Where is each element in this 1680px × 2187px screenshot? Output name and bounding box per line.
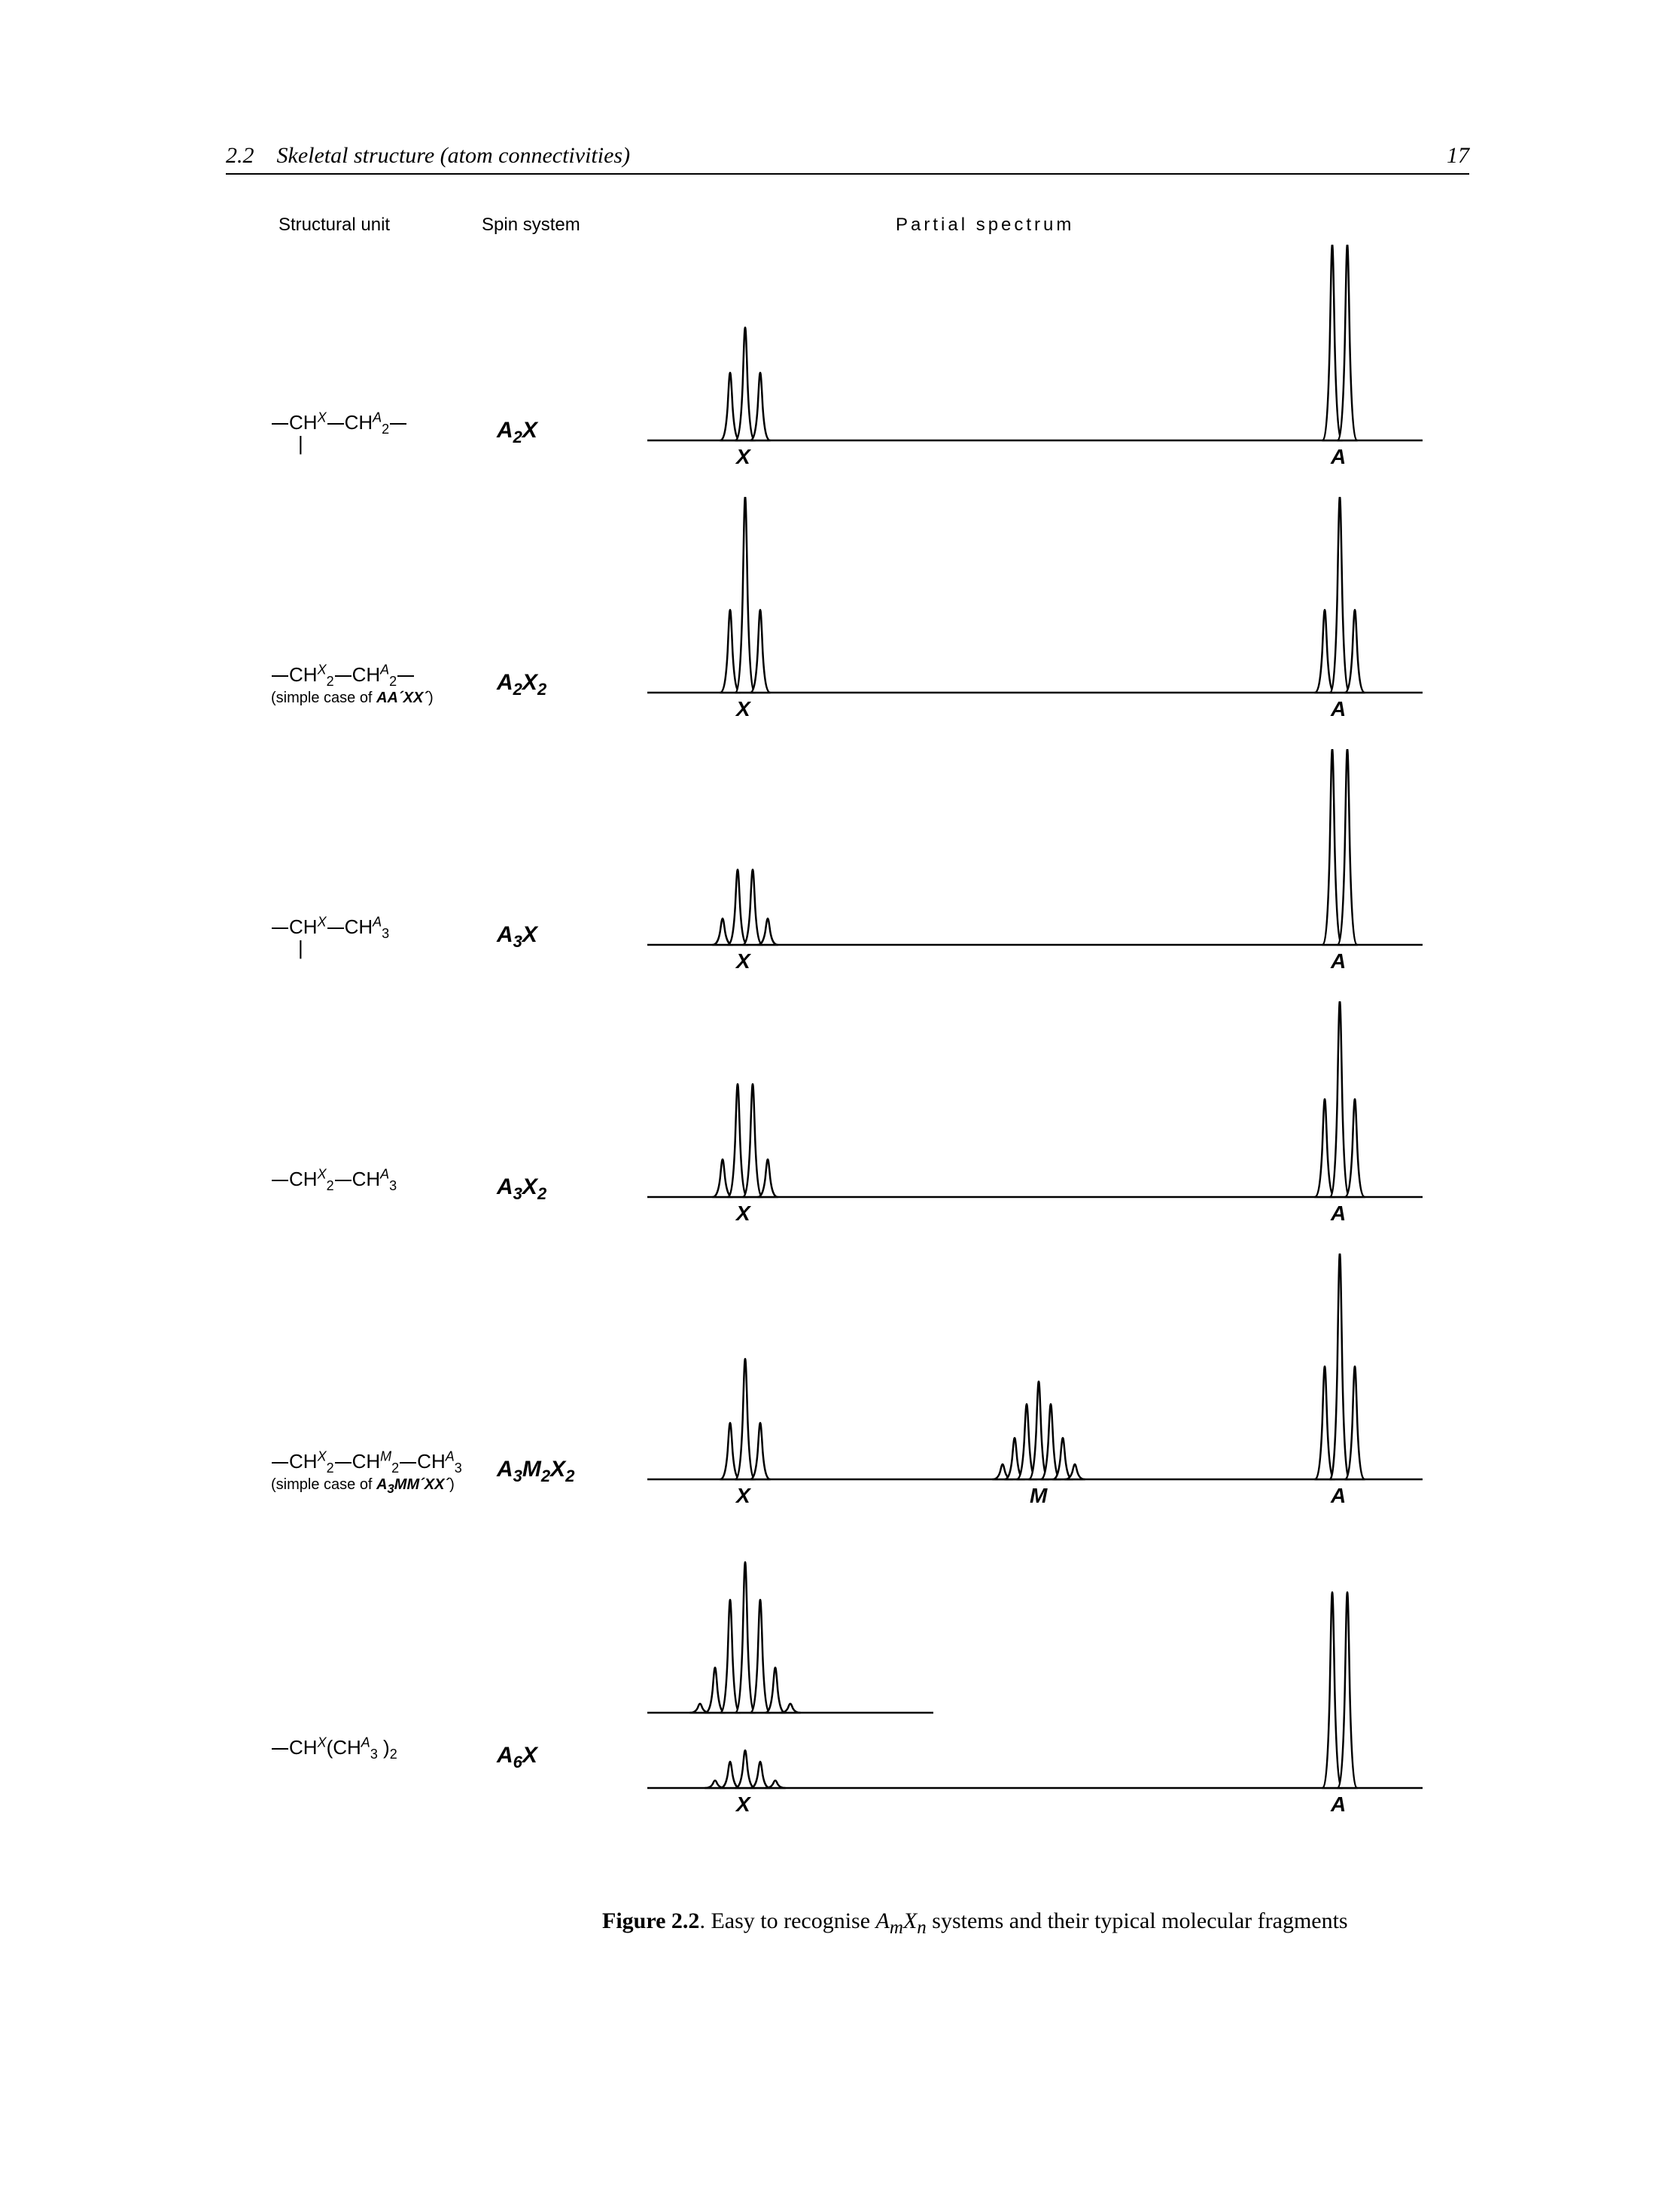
spin-system-label: A3X2 [497,1174,640,1200]
spin-system-label: A6X [497,1743,640,1768]
x-axis-label: X [736,697,750,721]
spectrum-row-A3X: CHXCHA3|A3XXA [271,749,1430,1001]
section-name: Skeletal structure (atom connectivities) [277,143,631,168]
x-axis-label: X [736,1793,750,1817]
spectrum-row-A6X: CHX(CHA3 )2A6XXA [271,1540,1430,1826]
column-headers: Structural unit Spin system Partial spec… [271,215,1430,245]
structural-unit: CHX2CHA2(simple case of AA´XX´) [271,662,474,706]
figure-caption: Figure 2.2. Easy to recognise AmXn syste… [602,1908,1581,1934]
caption-text-pre: . Easy to recognise [699,1908,875,1933]
header-partial-spectrum: Partial spectrum [896,215,1074,236]
partial-spectrum: XA [647,245,1423,497]
structural-unit: CHX2CHM2CHA3(simple case of A3MM´XX´) [271,1449,474,1493]
spin-system-label: A2X2 [497,670,640,696]
partial-spectrum: XA [647,497,1423,749]
header-structural-unit: Structural unit [278,215,390,236]
partial-spectrum: XA [647,1540,1423,1826]
caption-amxn: AmXn [876,1908,927,1933]
running-header: 2.2 Skeletal structure (atom connectivit… [226,143,1469,175]
a-axis-label: A [1331,445,1346,469]
section-number: 2.2 [226,143,254,168]
structural-unit: CHX2CHA3 [271,1167,474,1189]
spectrum-row-A3X2: CHX2CHA3A3X2XA [271,1001,1430,1253]
structural-unit: CHX(CHA3 )2 [271,1735,474,1758]
caption-text-post: systems and their typical molecular frag… [927,1908,1348,1933]
figure-2-2: Structural unit Spin system Partial spec… [271,215,1430,1826]
page-number: 17 [1447,143,1469,169]
partial-spectrum: XA [647,1001,1423,1253]
a-axis-label: A [1331,1484,1346,1508]
spectrum-row-A3M2X2: CHX2CHM2CHA3(simple case of A3MM´XX´) A3M… [271,1253,1430,1540]
partial-spectrum: XA [647,749,1423,1001]
spin-system-label: A3X [497,922,640,948]
a-axis-label: A [1331,1793,1346,1817]
section-title: 2.2 Skeletal structure (atom connectivit… [226,143,630,169]
x-axis-label: X [736,1202,750,1226]
spin-system-label: A2X [497,418,640,443]
partial-spectrum: XMA [647,1253,1423,1540]
spin-system-label: A3M2X2 [497,1457,640,1482]
x-axis-label: X [736,445,750,469]
structural-unit: CHXCHA2| [271,410,474,455]
spectrum-row-A2X: CHXCHA2|A2XXA [271,245,1430,497]
structural-unit: CHXCHA3| [271,915,474,959]
spectrum-row-A2X2: CHX2CHA2(simple case of AA´XX´)A2X2XA [271,497,1430,749]
x-axis-label: X [736,949,750,973]
a-axis-label: A [1331,697,1346,721]
caption-fignum: Figure 2.2 [602,1908,699,1933]
page: 2.2 Skeletal structure (atom connectivit… [0,0,1680,2187]
header-spin-system: Spin system [482,215,580,236]
a-axis-label: A [1331,1202,1346,1226]
rows-container: CHXCHA2|A2XXACHX2CHA2(simple case of AA´… [271,245,1430,1826]
m-axis-label: M [1030,1484,1047,1508]
a-axis-label: A [1331,949,1346,973]
x-axis-label: X [736,1484,750,1508]
